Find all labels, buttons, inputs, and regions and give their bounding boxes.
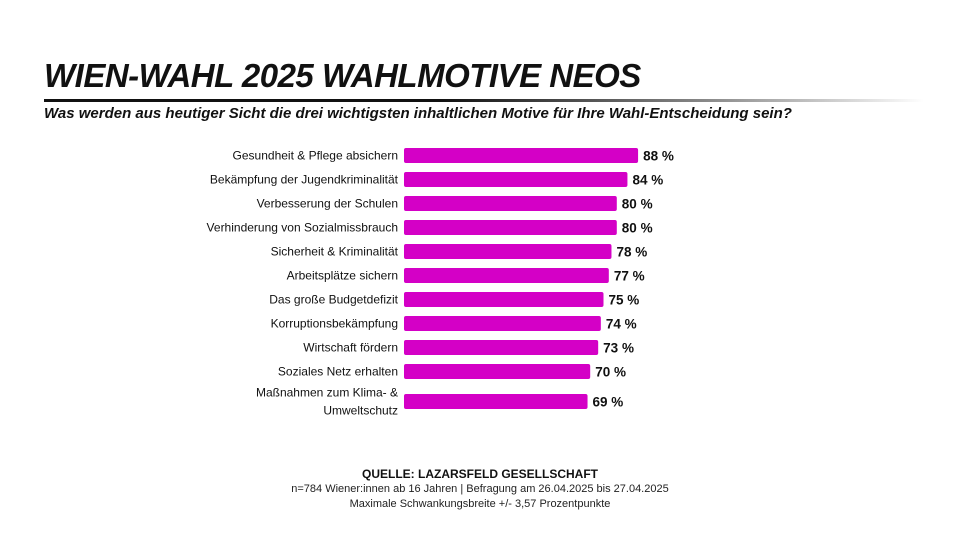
value-label-2: 80 %: [622, 197, 653, 212]
bar-2: [404, 196, 617, 211]
value-label-5: 77 %: [614, 269, 645, 284]
value-label-6: 75 %: [609, 293, 640, 308]
margin-note: Maximale Schwankungsbreite +/- 3,57 Proz…: [349, 498, 611, 510]
value-label-8: 73 %: [603, 341, 634, 356]
category-label-7: Korruptionsbekämpfung: [271, 317, 398, 331]
category-label-0: Gesundheit & Pflege absichern: [233, 149, 398, 163]
category-label-8: Wirtschaft fördern: [303, 341, 398, 355]
value-label-9: 70 %: [595, 365, 626, 380]
category-label-3: Verhinderung von Sozialmissbrauch: [207, 221, 398, 235]
category-label-9: Soziales Netz erhalten: [278, 365, 398, 379]
value-label-3: 80 %: [622, 221, 653, 236]
value-label-4: 78 %: [616, 245, 647, 260]
category-label-6: Das große Budgetdefizit: [269, 293, 398, 307]
bar-chart: Gesundheit & Pflege absichern 88 % Bekämpf…: [207, 148, 674, 418]
value-label-7: 74 %: [606, 317, 637, 332]
category-label-10: Maßnahmen zum Klima- & Umweltschutz: [256, 386, 398, 418]
bar-9: [404, 364, 591, 379]
bar-0: [404, 148, 639, 163]
category-label-4: Sicherheit & Kriminalität: [271, 245, 399, 259]
sample-note: n=784 Wiener:innen ab 16 Jahren | Befrag…: [291, 483, 669, 495]
footer: QUELLE: LAZARSFELD GESELLSCHAFT n=784 Wi…: [0, 466, 960, 512]
bar-10: [404, 394, 588, 409]
category-label-1: Bekämpfung der Jugendkriminalität: [210, 173, 399, 187]
title-divider: [44, 99, 924, 102]
bar-6: [404, 292, 604, 307]
bar-3: [404, 220, 617, 235]
chart-subtitle: Was werden aus heutiger Sicht die drei w…: [44, 105, 792, 122]
bar-7: [404, 316, 601, 331]
source-label: QUELLE: LAZARSFELD GESELLSCHAFT: [362, 467, 598, 481]
chart-title: WIEN-WAHL 2025 WAHLMOTIVE NEOS: [44, 57, 641, 94]
bar-8: [404, 340, 599, 355]
category-label-2: Verbesserung der Schulen: [257, 197, 398, 211]
bar-1: [404, 172, 628, 187]
value-label-10: 69 %: [593, 395, 624, 410]
value-label-0: 88 %: [643, 149, 674, 164]
value-label-1: 84 %: [632, 173, 663, 188]
bar-5: [404, 268, 609, 283]
bar-4: [404, 244, 612, 259]
category-label-5: Arbeitsplätze sichern: [287, 269, 398, 283]
